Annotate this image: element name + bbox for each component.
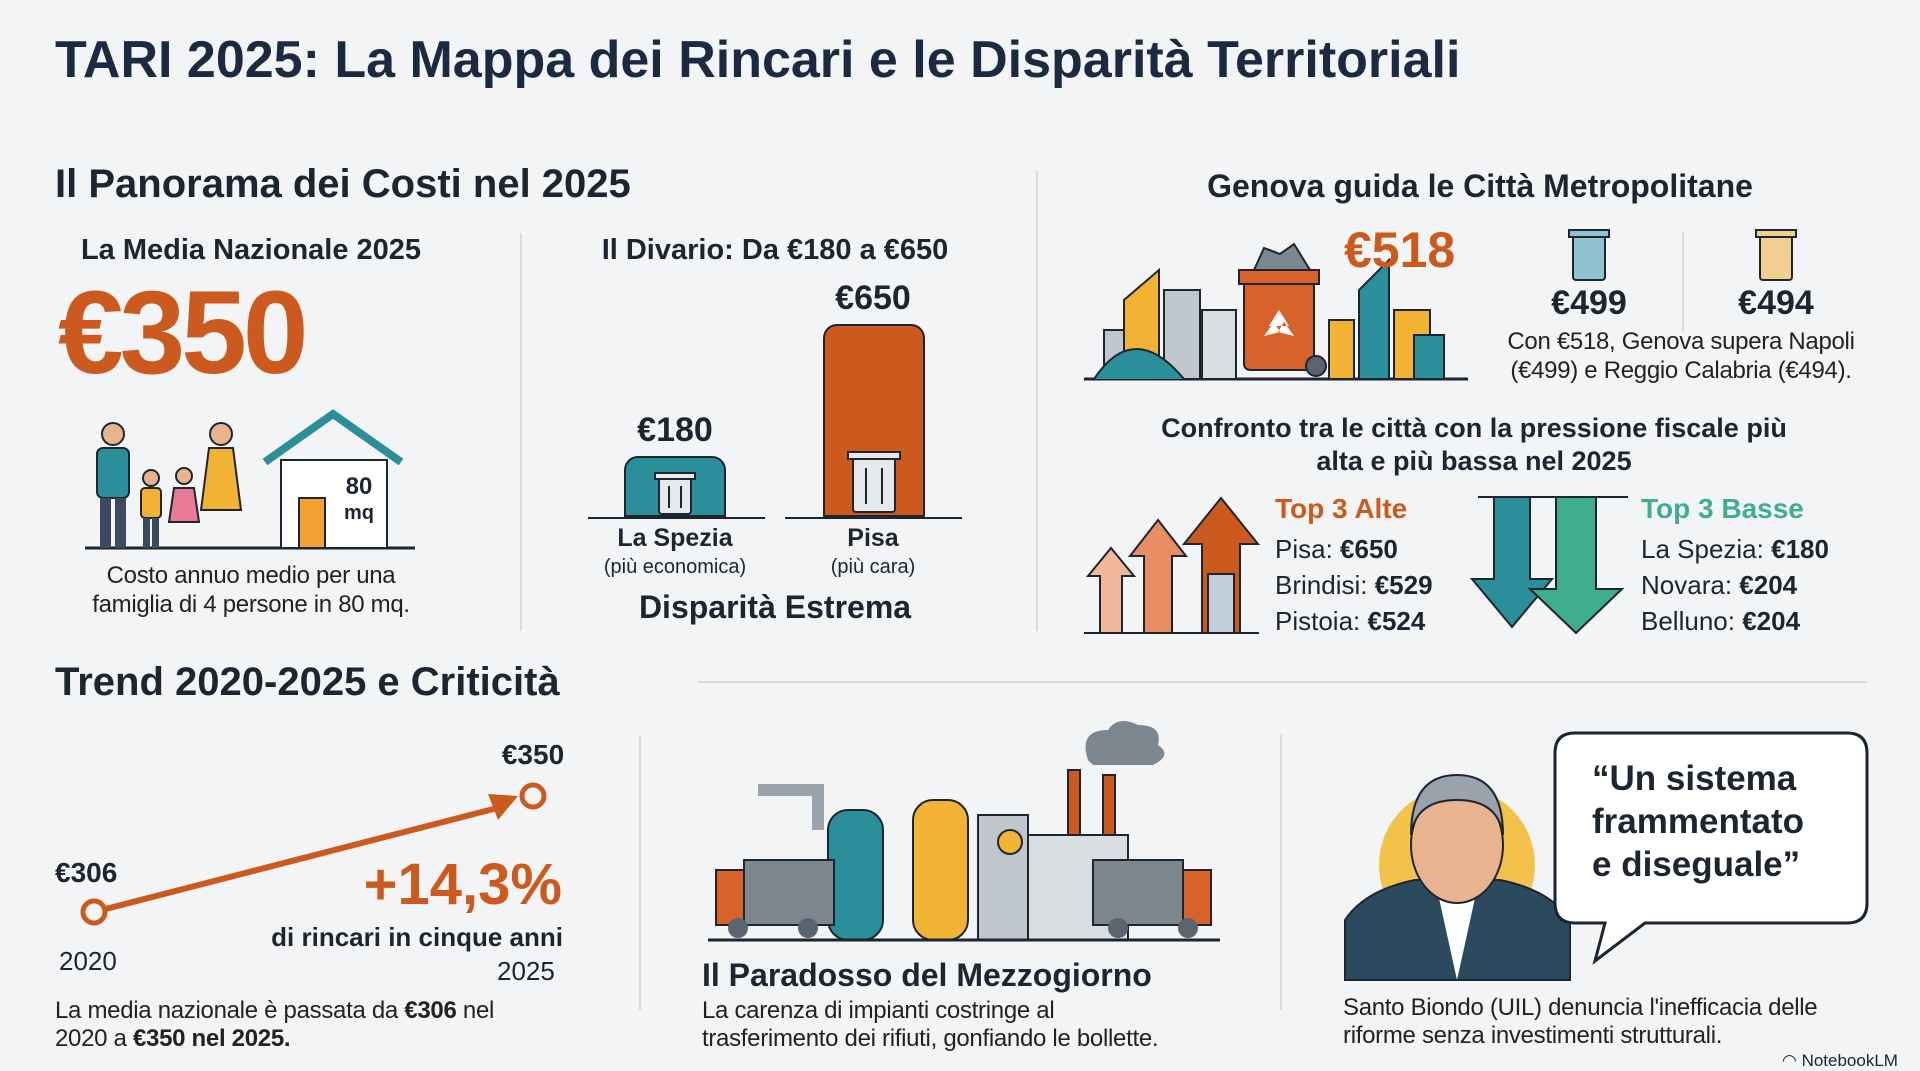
- mezzogiorno-caption-2: trasferimento dei rifiuti, gonfiando le …: [702, 1025, 1159, 1052]
- house-unit: mq: [344, 502, 374, 524]
- section-heading-panorama: Il Panorama dei Costi nel 2025: [55, 162, 631, 206]
- trend-change-label: di rincari in cinque anni: [271, 922, 563, 952]
- waste-plant-illustration: [708, 721, 1220, 942]
- confronto-heading-2: alta e più bassa nel 2025: [1316, 446, 1632, 476]
- divider: [1682, 232, 1684, 332]
- mezzogiorno-caption-1: La carenza di impianti costringe al: [702, 997, 1055, 1024]
- portrait-illustration: [1344, 773, 1571, 981]
- bar-city-la-spezia: La Spezia: [617, 524, 733, 552]
- bar-note-la-spezia: (più economica): [603, 556, 747, 578]
- trend-line-chart: [80, 782, 547, 926]
- basse-title: Top 3 Basse: [1641, 493, 1804, 524]
- bar-value-la-spezia: €180: [637, 411, 713, 449]
- family-house-illustration: [85, 409, 415, 550]
- baseline: [785, 517, 962, 519]
- quote-line-2: frammentato: [1592, 802, 1804, 841]
- media-value: €350: [58, 267, 309, 399]
- city-item: Brindisi: €529: [1275, 570, 1433, 600]
- media-caption-2: famiglia di 4 persone in 80 mq.: [92, 591, 410, 618]
- city-name: Pisa:: [1275, 534, 1333, 564]
- notebooklm-logo-icon: ◠: [1782, 1051, 1802, 1070]
- speech-bubble: [1553, 731, 1869, 965]
- bar-city-pisa: Pisa: [847, 524, 899, 552]
- city-value: €524: [1367, 606, 1426, 636]
- quote-line-1: “Un sistema: [1592, 759, 1797, 798]
- media-caption-1: Costo annuo medio per una: [106, 562, 396, 589]
- media-label: La Media Nazionale 2025: [80, 234, 422, 266]
- city-name: Brindisi:: [1275, 570, 1368, 600]
- divario-footer: Disparità Estrema: [638, 589, 912, 625]
- caption-bold: €306: [404, 997, 457, 1024]
- trend-end-value: €350: [501, 739, 565, 770]
- quote-caption-1: Santo Biondo (UIL) denuncia l'inefficaci…: [1343, 994, 1818, 1021]
- city-value: €204: [1739, 570, 1798, 600]
- mezzogiorno-heading: Il Paradosso del Mezzogiorno: [702, 957, 1152, 993]
- trash-icon: [654, 472, 696, 515]
- city-item: La Spezia: €180: [1641, 534, 1829, 564]
- city-name: Novara:: [1641, 570, 1733, 600]
- trend-point-2020: [80, 898, 108, 926]
- city-item: Novara: €204: [1641, 570, 1797, 600]
- city-item: Pistoia: €524: [1275, 606, 1425, 636]
- quote-line-3: e diseguale”: [1592, 845, 1801, 884]
- bar-value-pisa: €650: [835, 279, 911, 317]
- bar-note-pisa: (più cara): [830, 556, 916, 578]
- city-value: €180: [1771, 534, 1829, 564]
- city-skyline-bin-illustration: [1084, 242, 1468, 381]
- baseline: [588, 517, 765, 519]
- confronto-heading-1: Confronto tra le città con la pressione …: [1161, 413, 1787, 443]
- genova-value: €518: [1344, 222, 1456, 278]
- trend-line: [93, 803, 506, 915]
- trend-start-value: €306: [55, 857, 118, 888]
- caption-text: nel: [456, 997, 495, 1024]
- alte-title: Top 3 Alte: [1275, 493, 1408, 524]
- recycle-icon: [1264, 310, 1294, 336]
- divider: [1036, 171, 1038, 631]
- watermark-text: NotebookLM: [1801, 1051, 1898, 1070]
- section-divider: [698, 681, 1867, 683]
- genova-heading: Genova guida le Città Metropolitane: [1207, 168, 1753, 204]
- trash-icon: [847, 451, 901, 513]
- city-name: Pistoia:: [1275, 606, 1361, 636]
- trash-icon: [1755, 229, 1797, 281]
- up-arrows-icon: [1084, 496, 1261, 634]
- city-value: €529: [1374, 570, 1433, 600]
- reggio-value: €494: [1738, 284, 1814, 322]
- trend-change: +14,3%: [363, 852, 562, 917]
- caption-text: 2020 a: [55, 1025, 133, 1052]
- trend-caption-2: 2020 a €350 nel 2025.: [55, 1025, 291, 1053]
- napoli-value: €499: [1551, 284, 1627, 322]
- quote-caption-2: riforme senza investimenti strutturali.: [1343, 1022, 1723, 1049]
- city-name: Belluno:: [1641, 606, 1735, 636]
- down-arrows-icon: [1469, 496, 1628, 635]
- watermark: ◠ NotebookLM: [1782, 1051, 1898, 1071]
- trend-arrowhead: [488, 794, 518, 820]
- trend-caption-1: La media nazionale è passata da €306 nel: [55, 997, 494, 1025]
- trash-icon: [1568, 229, 1610, 281]
- divider: [520, 233, 522, 631]
- divider: [1280, 735, 1282, 1010]
- trend-start-year: 2020: [59, 946, 117, 976]
- city-item: Belluno: €204: [1641, 606, 1800, 636]
- page-title: TARI 2025: La Mappa dei Rincari e le Dis…: [55, 31, 1461, 89]
- house-size: 80: [345, 473, 373, 500]
- city-item: Pisa: €650: [1275, 534, 1398, 564]
- section-heading-trend: Trend 2020-2025 e Criticità: [55, 660, 560, 704]
- caption-text: La media nazionale è passata da: [55, 997, 405, 1024]
- city-name: La Spezia:: [1641, 534, 1764, 564]
- city-value: €204: [1742, 606, 1801, 636]
- genova-caption-2: (€499) e Reggio Calabria (€494).: [1510, 357, 1852, 384]
- caption-bold: €350 nel 2025.: [132, 1025, 291, 1052]
- divider: [639, 735, 641, 1010]
- city-value: €650: [1340, 534, 1398, 564]
- genova-caption-1: Con €518, Genova supera Napoli: [1507, 328, 1855, 355]
- trend-end-year: 2025: [497, 956, 555, 986]
- divario-label: Il Divario: Da €180 a €650: [601, 234, 949, 266]
- trend-point-2025: [519, 782, 547, 810]
